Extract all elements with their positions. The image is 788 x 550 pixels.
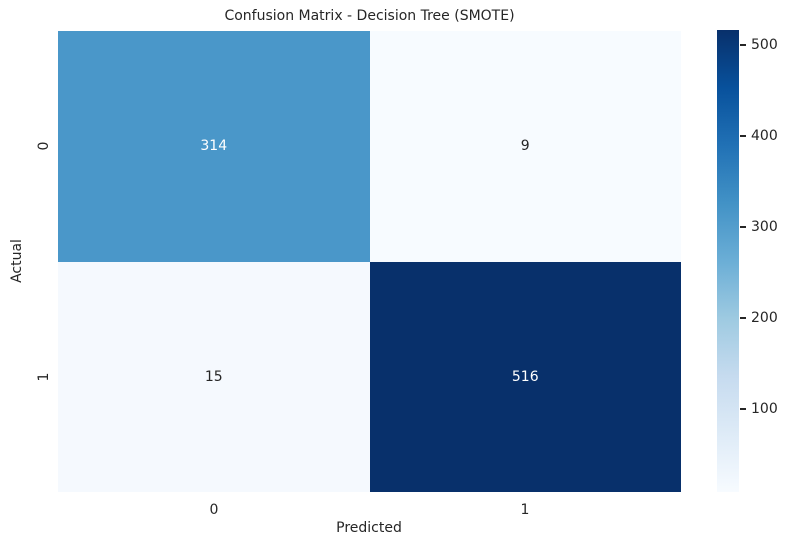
colorbar-tick-mark	[740, 225, 746, 228]
x-tick-label-1: 1	[520, 502, 530, 518]
colorbar-tick-label: 400	[751, 127, 778, 144]
y-tick-label-0: 0	[36, 141, 52, 151]
colorbar-tick-mark	[740, 316, 746, 319]
x-tick-label-0: 0	[209, 502, 219, 518]
heatmap-cell-r0c0: 314	[58, 31, 370, 262]
colorbar-tick-label: 100	[751, 401, 778, 418]
colorbar	[717, 30, 739, 492]
heatmap: 314 9 15 516	[58, 31, 681, 492]
colorbar-tick-mark	[740, 134, 746, 137]
colorbar-tick-mark	[740, 408, 746, 411]
cell-annotation: 314	[200, 138, 228, 155]
y-axis-label: Actual	[9, 239, 25, 283]
cell-annotation: 15	[204, 368, 223, 385]
cell-annotation: 9	[520, 138, 530, 155]
cell-annotation: 516	[511, 368, 539, 385]
heatmap-cell-r0c1: 9	[369, 31, 681, 262]
chart-title: Confusion Matrix - Decision Tree (SMOTE)	[224, 8, 515, 24]
x-axis-label: Predicted	[336, 520, 402, 536]
colorbar-tick-label: 300	[751, 218, 778, 235]
heatmap-cell-r1c0: 15	[58, 261, 370, 492]
y-tick-label-1: 1	[36, 372, 52, 382]
colorbar-tick-label: 200	[751, 309, 778, 326]
heatmap-cell-r1c1: 516	[369, 261, 681, 492]
colorbar-tick-mark	[740, 43, 746, 46]
colorbar-tick-label: 500	[751, 36, 778, 53]
